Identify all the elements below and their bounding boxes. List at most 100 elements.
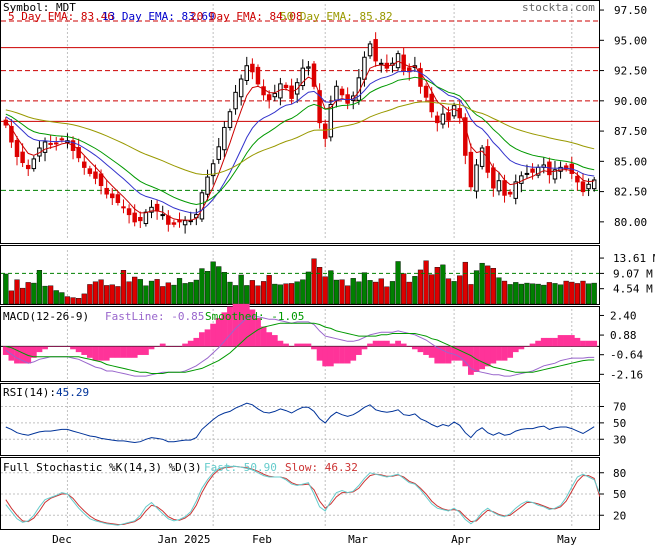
volume-bar: [87, 284, 93, 305]
macd-histogram-bar: [445, 346, 452, 364]
volume-bar: [288, 283, 295, 305]
volume-bar: [501, 280, 508, 305]
candle-body: [244, 65, 250, 81]
candle-body: [238, 78, 244, 98]
stochastic-fast-line: [5, 465, 601, 526]
macd-histogram-bar: [496, 346, 502, 361]
volume-bar: [244, 285, 250, 305]
macd-histogram-bar: [142, 346, 149, 355]
volume-bars: [3, 258, 597, 305]
volume-bar: [434, 267, 440, 305]
macd-histogram-bar: [585, 340, 592, 347]
macd-smoothed-line: [5, 322, 595, 374]
candle-body: [115, 194, 121, 203]
ema50-legend: 50 Day EMA: 85.82: [280, 10, 393, 23]
volume-bar: [98, 279, 104, 305]
volume-bar: [25, 282, 31, 305]
macd-histogram-bar: [137, 346, 144, 355]
macd-histogram-bar: [47, 346, 54, 347]
candle-body: [423, 85, 429, 98]
candle-body: [468, 151, 474, 188]
macd-histogram-bar: [165, 346, 172, 347]
volume-bar: [31, 282, 37, 305]
volume-tick-label: 9.07 M: [613, 267, 653, 280]
macd-histogram-bar: [316, 346, 323, 361]
candle-body: [205, 176, 210, 195]
volume-bar: [165, 282, 171, 305]
volume-bar: [569, 281, 575, 305]
volume-bar: [395, 261, 401, 305]
volume-bar: [485, 265, 491, 305]
price-axis-ticks: 97.50 95.00 92.50 90.00 87.50 85.00 82.50 80.00: [600, 4, 647, 229]
macd-histogram-bar: [456, 346, 463, 361]
volume-bar: [154, 279, 160, 305]
x-axis-label: Jan 2025: [158, 533, 211, 546]
macd-histogram-bar: [574, 337, 581, 347]
candle-body: [76, 147, 81, 159]
volume-bar: [283, 283, 289, 305]
stochastic-slow-line: [5, 465, 601, 525]
rsi-title-text: RSI(14): [3, 386, 49, 399]
candle-body: [373, 39, 378, 62]
candle-body: [138, 216, 143, 222]
volume-bar: [361, 272, 368, 305]
candle-body: [311, 63, 317, 87]
macd-histogram-bar: [518, 346, 525, 350]
macd-histogram-bar: [86, 346, 93, 358]
volume-bar: [412, 276, 418, 305]
price-tick-label: 82.50: [614, 186, 647, 199]
macd-histogram-bar: [535, 340, 542, 347]
macd-histogram-bar: [64, 346, 71, 347]
macd-tick-label: 2.40: [610, 309, 637, 322]
macd-histogram-bar: [339, 346, 345, 364]
price-tick-label: 92.50: [614, 65, 647, 78]
stochastic-slow-label: Slow: 46.32: [285, 461, 358, 474]
macd-histogram-bar: [148, 346, 155, 350]
macd-histogram-bar: [283, 343, 289, 347]
macd-histogram-bar: [114, 346, 121, 358]
stochastic-axis-ticks: 80 50 20: [600, 467, 626, 522]
candle-body: [586, 183, 591, 190]
volume-bar: [238, 274, 244, 305]
price-tick-label: 87.50: [614, 125, 647, 138]
candle-body: [233, 91, 238, 110]
macd-histogram-bar: [187, 340, 194, 347]
volume-bar: [356, 281, 362, 305]
volume-bar: [59, 292, 65, 305]
volume-bar: [305, 271, 312, 305]
candle-body: [98, 173, 104, 187]
candle-body: [104, 187, 109, 195]
volume-bar: [36, 270, 43, 305]
volume-bar: [535, 283, 541, 305]
candle-body: [496, 180, 502, 192]
candle-body: [328, 103, 334, 138]
rsi-title: RSI(14):45.29: [3, 386, 89, 399]
price-tick-label: 85.00: [614, 155, 647, 168]
macd-histogram-bar: [552, 337, 558, 347]
macd-histogram-bar: [400, 343, 407, 347]
macd-histogram-bar: [103, 346, 110, 361]
macd-histogram-bar: [383, 340, 390, 347]
volume-bar: [429, 274, 435, 305]
volume-bar: [171, 284, 177, 305]
macd-histogram-bar: [591, 340, 598, 347]
macd-tick-label: -0.64: [610, 349, 643, 362]
macd-histogram-bar: [294, 343, 301, 347]
macd-histogram-bar: [372, 340, 379, 347]
volume-bar: [104, 285, 110, 305]
macd-histogram-bar: [75, 346, 82, 353]
candle-body: [9, 125, 14, 143]
macd-histogram-bar: [395, 340, 401, 347]
candle-body: [558, 166, 563, 172]
macd-fastline-label: FastLine: -0.85: [105, 310, 204, 323]
x-axis-label: Feb: [252, 533, 272, 546]
candle-body: [451, 105, 457, 117]
volume-bar: [81, 293, 87, 305]
candle-body: [255, 66, 261, 85]
candle-body: [14, 140, 20, 157]
volume-bar: [529, 283, 536, 305]
volume-bar: [496, 277, 502, 305]
volume-bar: [462, 261, 468, 305]
candle-body: [93, 171, 98, 179]
